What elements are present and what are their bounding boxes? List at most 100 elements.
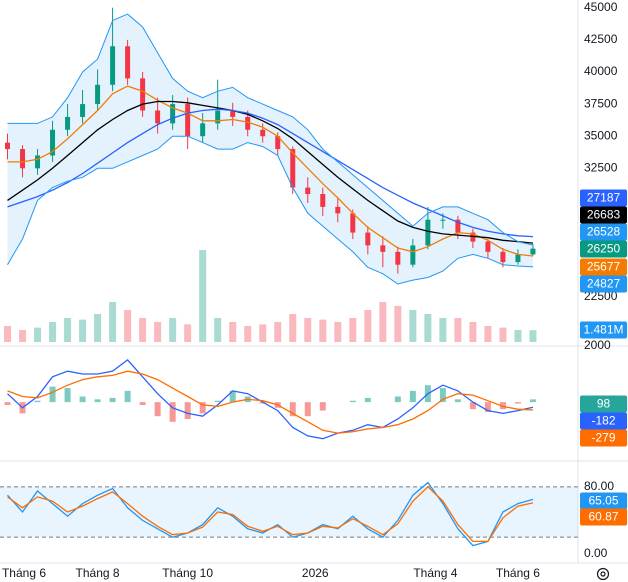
indicator-line xyxy=(7,370,534,434)
macd-bar xyxy=(64,388,71,403)
volume-bar xyxy=(454,318,462,342)
macd-bar xyxy=(214,400,221,403)
x-tick-label: Tháng 6 xyxy=(2,566,46,580)
indicator-line xyxy=(7,100,534,244)
macd-bar xyxy=(154,402,161,417)
volume-bar xyxy=(529,330,537,342)
last-value-label: 98 xyxy=(597,397,611,411)
last-value-label: 1.481M xyxy=(583,323,623,337)
x-tick-label: Tháng 4 xyxy=(413,566,457,580)
settings-icon[interactable] xyxy=(596,567,610,581)
volume-bar xyxy=(139,318,147,342)
macd-bar xyxy=(34,400,41,403)
last-value-label: 24827 xyxy=(587,277,621,291)
candle-body xyxy=(245,116,251,130)
macd-bar xyxy=(514,402,521,404)
macd-bar xyxy=(319,402,326,411)
candle-body xyxy=(410,245,416,265)
last-value-box xyxy=(580,395,627,413)
candle-body xyxy=(185,104,191,137)
macd-bar xyxy=(4,402,11,405)
x-tick-label: 2026 xyxy=(302,566,329,580)
volume-bar xyxy=(199,250,207,342)
indicator-line xyxy=(7,108,534,238)
volume-bar xyxy=(109,302,117,342)
macd-bar xyxy=(94,399,101,403)
last-value-label: -182 xyxy=(591,414,615,428)
macd-bar xyxy=(169,402,176,422)
gear-inner[interactable] xyxy=(600,571,606,577)
volume-bar xyxy=(94,314,102,342)
band-fill xyxy=(0,486,578,538)
indicator-line xyxy=(7,359,534,440)
macd-bar xyxy=(304,402,311,417)
candle-body xyxy=(80,104,86,117)
volume-bar xyxy=(274,322,282,342)
candle-body xyxy=(20,149,26,169)
volume-bar xyxy=(214,318,222,342)
candle-body xyxy=(65,116,71,130)
candle-body xyxy=(380,245,386,252)
y-tick-label: 45000 xyxy=(584,0,618,14)
volume-bar xyxy=(304,318,312,342)
last-value-label: 26528 xyxy=(587,225,621,239)
candle-body xyxy=(485,241,491,252)
last-value-box xyxy=(580,189,627,207)
candle-body xyxy=(230,110,236,117)
candle-body xyxy=(335,206,341,214)
volume-bar xyxy=(289,314,297,342)
last-value-label: 60.87 xyxy=(588,510,618,524)
volume-bar xyxy=(379,302,387,342)
last-value-box xyxy=(580,223,627,241)
candle-body xyxy=(290,149,296,188)
volume-bar xyxy=(229,322,237,342)
candle-body xyxy=(305,187,311,195)
volume-bar xyxy=(259,324,267,342)
candle-body xyxy=(500,251,506,263)
candle-body xyxy=(35,155,41,169)
candle-body xyxy=(140,78,146,111)
candle-body xyxy=(320,194,326,207)
gear-outer[interactable] xyxy=(596,567,610,581)
volume-bar xyxy=(469,322,477,342)
y-tick-label: 2000 xyxy=(584,338,611,352)
x-tick-label: Tháng 6 xyxy=(496,566,540,580)
candle-body xyxy=(395,251,401,265)
macd-bar xyxy=(184,402,191,420)
candle-body xyxy=(155,110,161,124)
macd-bar xyxy=(439,388,446,403)
candle-body xyxy=(530,248,536,255)
candle-body xyxy=(215,110,221,124)
candle-body xyxy=(455,219,461,233)
candle-body xyxy=(5,142,11,150)
volume-bar xyxy=(394,306,402,342)
last-value-box xyxy=(580,258,627,276)
macd-bar xyxy=(124,390,131,403)
volume-bar xyxy=(439,318,447,342)
y-tick-label: 40000 xyxy=(584,64,618,78)
last-value-box xyxy=(580,321,627,339)
last-value-label: 25677 xyxy=(587,260,621,274)
macd-bar xyxy=(229,390,236,403)
candle-body xyxy=(110,46,116,85)
macd-bar xyxy=(199,402,206,414)
candle-body xyxy=(470,232,476,242)
x-tick-label: Tháng 10 xyxy=(162,566,213,580)
macd-bar xyxy=(469,402,476,410)
volume-bar xyxy=(409,310,417,342)
last-value-box xyxy=(580,429,627,447)
candle-body xyxy=(170,104,176,124)
macd-bar xyxy=(499,402,506,410)
last-value-box xyxy=(580,508,627,526)
volume-bar xyxy=(499,327,507,342)
last-value-box xyxy=(580,206,627,224)
macd-bar xyxy=(409,390,416,403)
last-value-label: 26683 xyxy=(587,208,621,222)
macd-bar xyxy=(49,386,56,403)
last-value-label: -279 xyxy=(591,431,615,445)
last-value-box xyxy=(580,240,627,258)
candle-body xyxy=(50,129,56,156)
volume-bar xyxy=(154,322,162,342)
